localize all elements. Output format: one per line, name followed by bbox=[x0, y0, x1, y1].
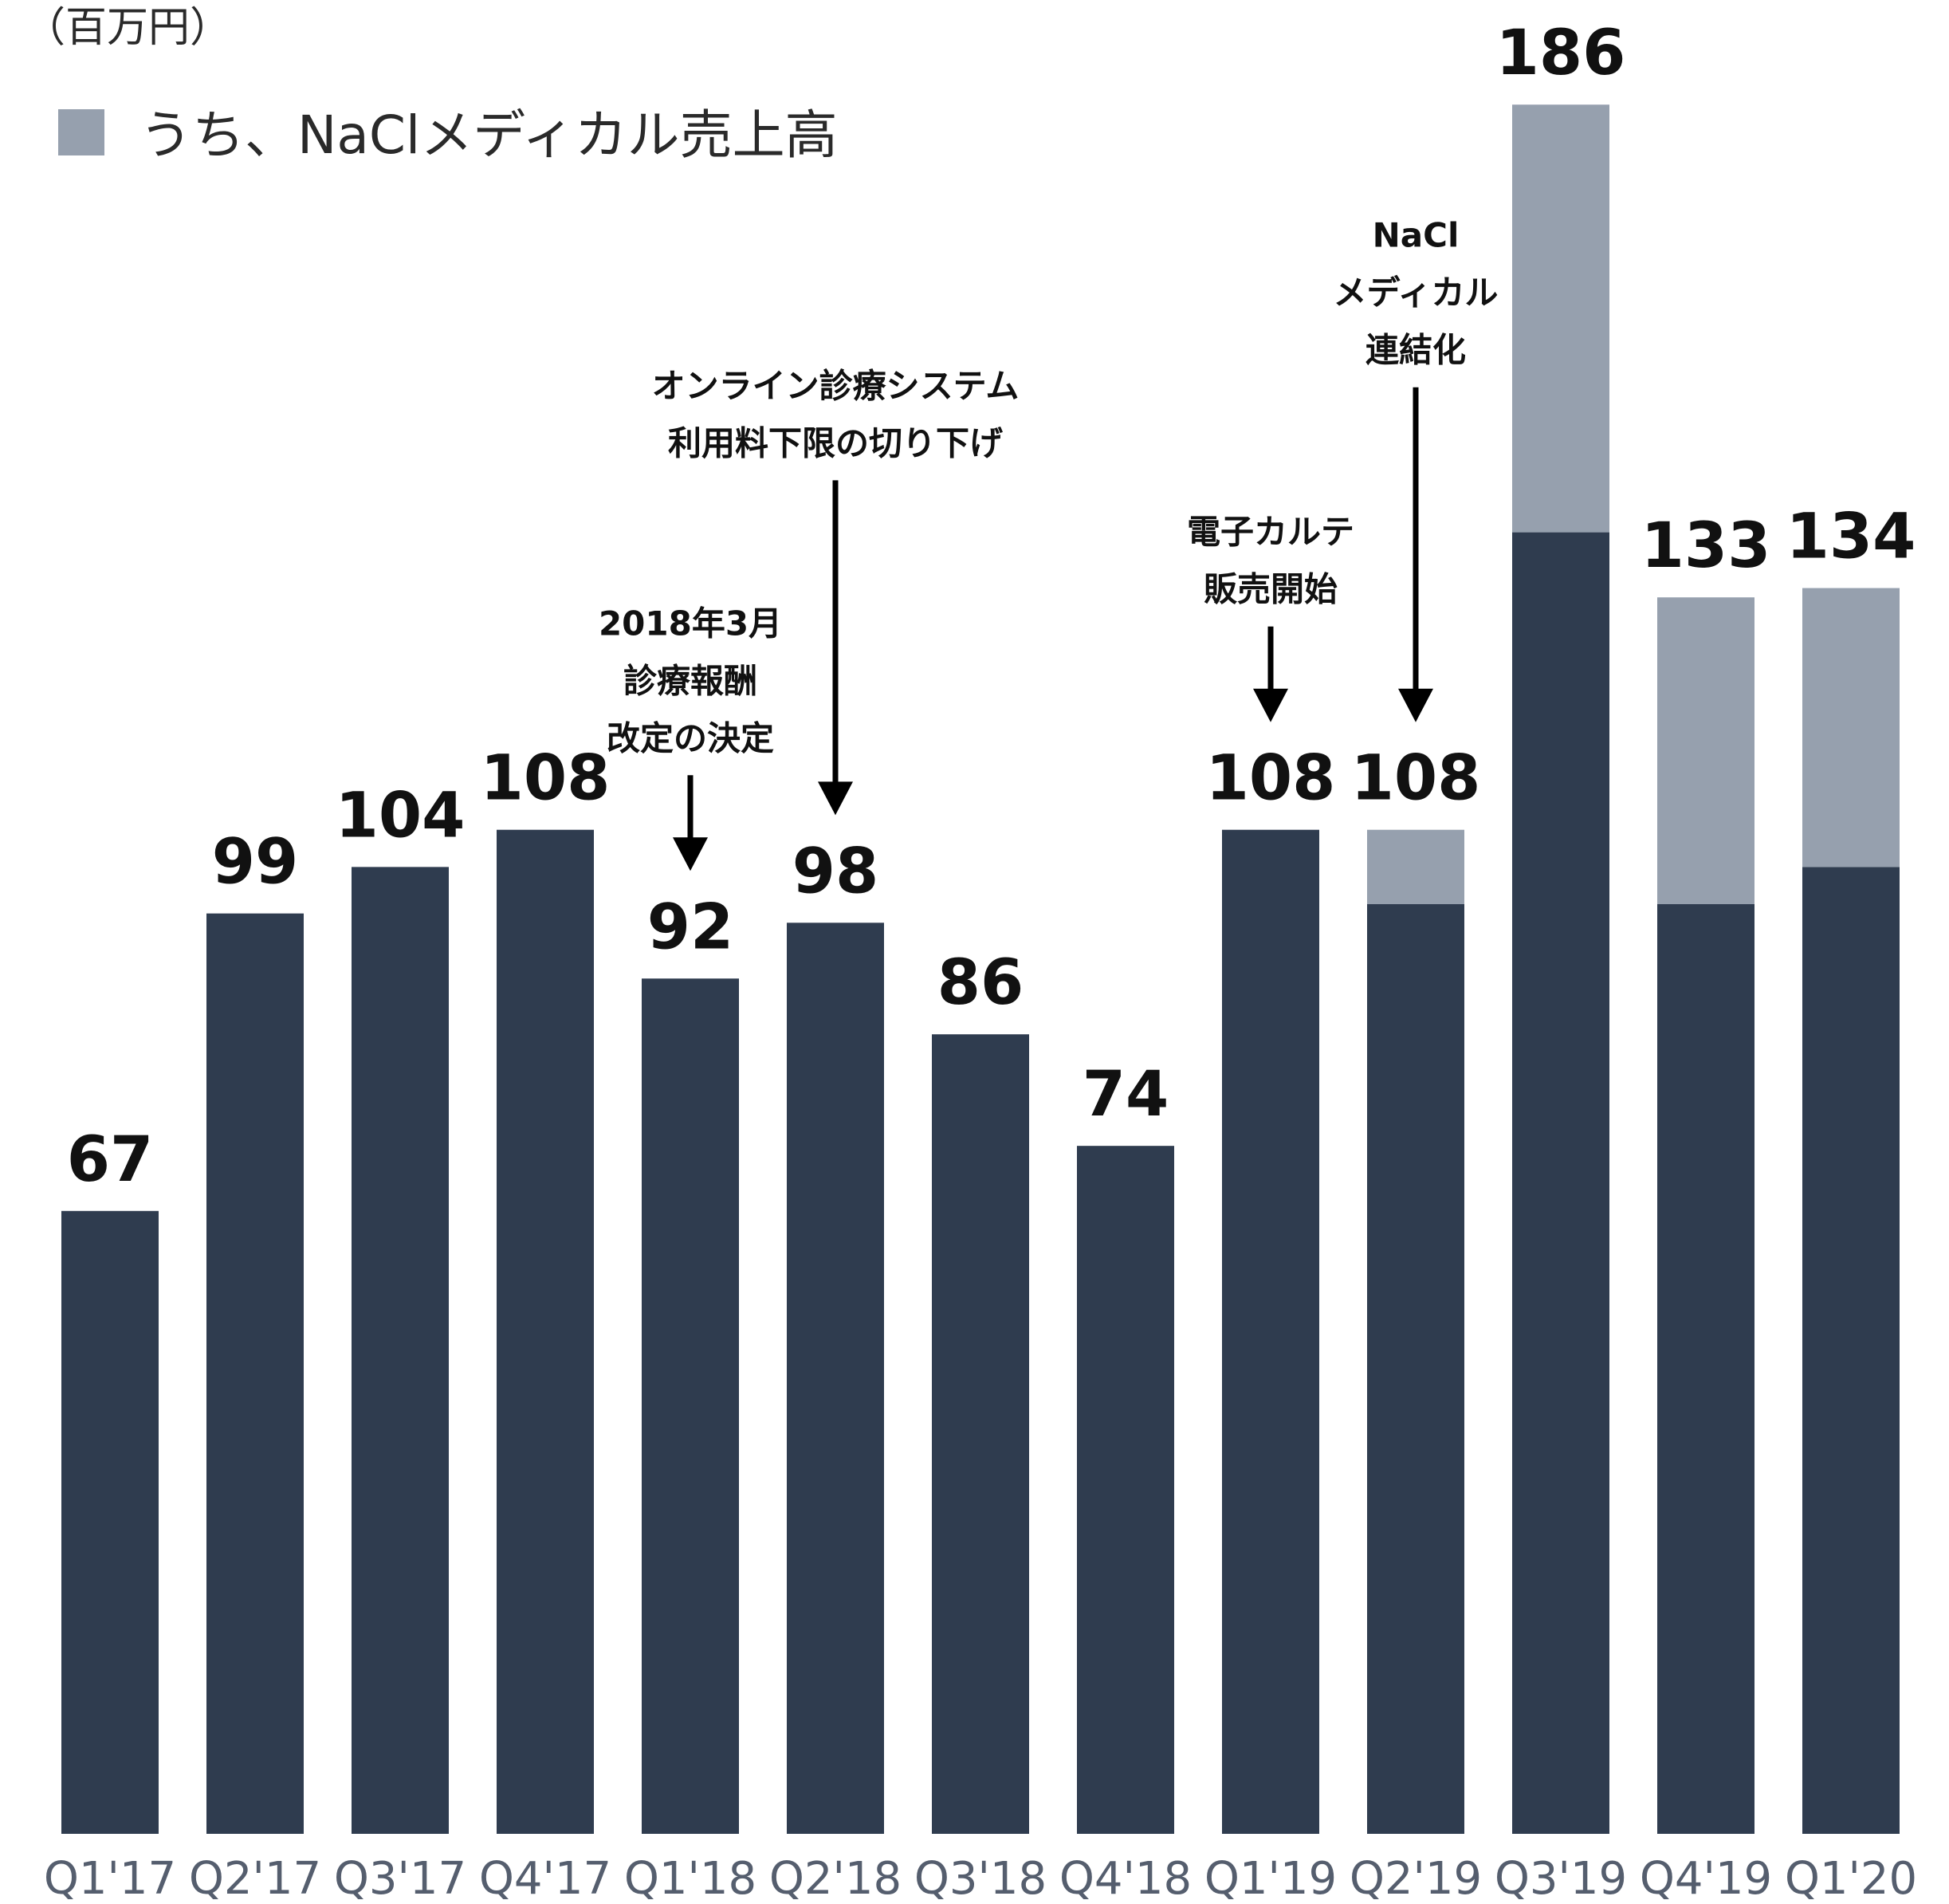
annotations-group: 2018年3月診療報酬改定の決定オンライン診療システム利用料下限の切り下げ電子カ… bbox=[599, 216, 1499, 871]
bar-segment-total-5 bbox=[787, 922, 884, 1834]
bar-segment-nacl-9 bbox=[1367, 829, 1464, 904]
x-tick-label: Q2'18 bbox=[769, 1853, 902, 1904]
value-label: 104 bbox=[336, 780, 466, 852]
annotation-arrow-head bbox=[818, 781, 853, 816]
value-label: 67 bbox=[67, 1124, 154, 1196]
bar-segment-total-2 bbox=[352, 867, 449, 1834]
annotation-text: NaCl bbox=[1373, 216, 1460, 255]
value-label: 134 bbox=[1786, 502, 1916, 573]
annotation-text: メディカル bbox=[1333, 273, 1498, 313]
bar-segment-total-0 bbox=[61, 1210, 159, 1834]
x-tick-label: Q3'17 bbox=[334, 1853, 466, 1904]
annotation-text: 連結化 bbox=[1365, 331, 1466, 370]
x-tick-label: Q1'17 bbox=[44, 1853, 176, 1904]
value-label: 133 bbox=[1641, 510, 1771, 582]
bar-segment-total-6 bbox=[932, 1034, 1029, 1834]
bars-group bbox=[61, 104, 1900, 1834]
annotation-text: 販売開始 bbox=[1204, 570, 1338, 609]
x-tick-label: Q2'17 bbox=[189, 1853, 321, 1904]
value-label: 98 bbox=[792, 836, 879, 907]
value-label: 99 bbox=[212, 827, 299, 899]
legend-label: うち、NaClメディカル売上高 bbox=[139, 104, 838, 166]
bar-segment-total-7 bbox=[1077, 1146, 1174, 1834]
bar-segment-total-8 bbox=[1222, 829, 1319, 1834]
annotation-text: オンライン診療システム bbox=[652, 366, 1020, 405]
bar-segment-total-1 bbox=[206, 913, 304, 1834]
x-tick-label: Q4'19 bbox=[1640, 1853, 1772, 1904]
x-tick-label: Q2'19 bbox=[1350, 1853, 1482, 1904]
bar-segment-total-4 bbox=[642, 978, 739, 1834]
annotation-arrow-head bbox=[1398, 688, 1433, 722]
bar-segment-total-12 bbox=[1802, 867, 1900, 1834]
x-tick-label: Q1'18 bbox=[624, 1853, 756, 1904]
annotation-text: 改定の決定 bbox=[607, 718, 774, 757]
bar-segment-nacl-10 bbox=[1512, 104, 1609, 533]
value-label: 108 bbox=[1351, 743, 1481, 815]
bar-segment-nacl-11 bbox=[1657, 597, 1754, 904]
bar-segment-nacl-12 bbox=[1802, 588, 1900, 867]
annotation-text: 利用料下限の切り下げ bbox=[668, 423, 1003, 462]
value-label: 108 bbox=[481, 743, 611, 815]
bar-segment-total-10 bbox=[1512, 532, 1609, 1834]
value-label: 186 bbox=[1496, 18, 1626, 89]
legend-swatch bbox=[58, 109, 104, 155]
annotation-text: 電子カルテ bbox=[1187, 513, 1354, 552]
unit-label: （百万円） bbox=[24, 4, 231, 52]
x-tick-label: Q1'20 bbox=[1785, 1853, 1917, 1904]
bar-segment-total-3 bbox=[497, 829, 594, 1834]
x-axis-ticks: Q1'17 Q2'17 Q3'17 Q4'17 Q1'18 Q2'18 Q3'18 Q4'18… bbox=[44, 1853, 1917, 1904]
legend: うち、NaClメディカル売上高 bbox=[58, 104, 838, 166]
x-tick-label: Q4'17 bbox=[479, 1853, 611, 1904]
x-tick-label: Q4'18 bbox=[1059, 1853, 1192, 1904]
annotation-text: 2018年3月 bbox=[599, 604, 782, 643]
value-label: 108 bbox=[1206, 743, 1336, 815]
value-label: 92 bbox=[647, 891, 734, 963]
annotation-text: 診療報酬 bbox=[623, 661, 757, 700]
x-tick-label: Q1'19 bbox=[1204, 1853, 1337, 1904]
x-tick-label: Q3'18 bbox=[914, 1853, 1047, 1904]
value-label: 86 bbox=[937, 947, 1024, 1019]
bar-segment-total-11 bbox=[1657, 904, 1754, 1834]
annotation-arrow-head bbox=[1253, 688, 1288, 722]
bar-segment-total-9 bbox=[1367, 904, 1464, 1834]
x-tick-label: Q3'19 bbox=[1495, 1853, 1627, 1904]
annotation-arrow-head bbox=[673, 837, 708, 871]
value-label: 74 bbox=[1083, 1059, 1169, 1131]
